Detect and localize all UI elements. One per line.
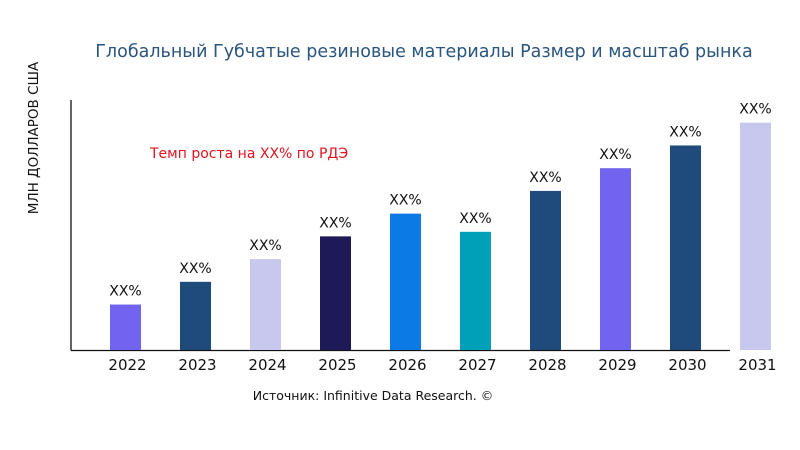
x-tick-label: 2023 (178, 356, 216, 374)
bar-2025 (320, 236, 351, 350)
x-tick-label: 2024 (248, 356, 286, 374)
bar-2029 (600, 168, 631, 350)
bar-2027 (460, 231, 491, 350)
data-label: XX% (249, 238, 281, 254)
bar-2022 (110, 304, 141, 350)
data-label: XX% (109, 284, 141, 300)
x-tick-label: 2030 (668, 356, 706, 374)
bar-2028 (530, 190, 561, 350)
data-label: XX% (179, 261, 211, 277)
x-tick-label: 2028 (528, 356, 566, 374)
bar-2030 (670, 145, 701, 350)
data-label: XX% (459, 211, 491, 227)
chart-title: Глобальный Губчатые резиновые материалы … (95, 42, 753, 62)
data-label: XX% (529, 170, 561, 186)
bar-2023 (180, 281, 211, 350)
data-label: XX% (739, 102, 771, 118)
x-tick-label: 2031 (738, 356, 776, 374)
bar-2026 (390, 213, 421, 350)
data-label: XX% (669, 124, 701, 140)
data-label: XX% (389, 193, 421, 209)
x-tick-label: 2026 (388, 356, 426, 374)
data-label: XX% (599, 147, 631, 163)
x-tick-label: 2022 (108, 356, 146, 374)
x-tick-label: 2025 (318, 356, 356, 374)
data-label: XX% (319, 215, 351, 231)
x-tick-label: 2027 (458, 356, 496, 374)
bar-2031 (740, 122, 771, 351)
x-tick-label: 2029 (598, 356, 636, 374)
cagr-annotation: Темп роста на XX% по РДЭ (150, 146, 349, 162)
source-note: Источник: Infinitive Data Research. © (252, 388, 494, 403)
bar-2024 (250, 259, 281, 350)
